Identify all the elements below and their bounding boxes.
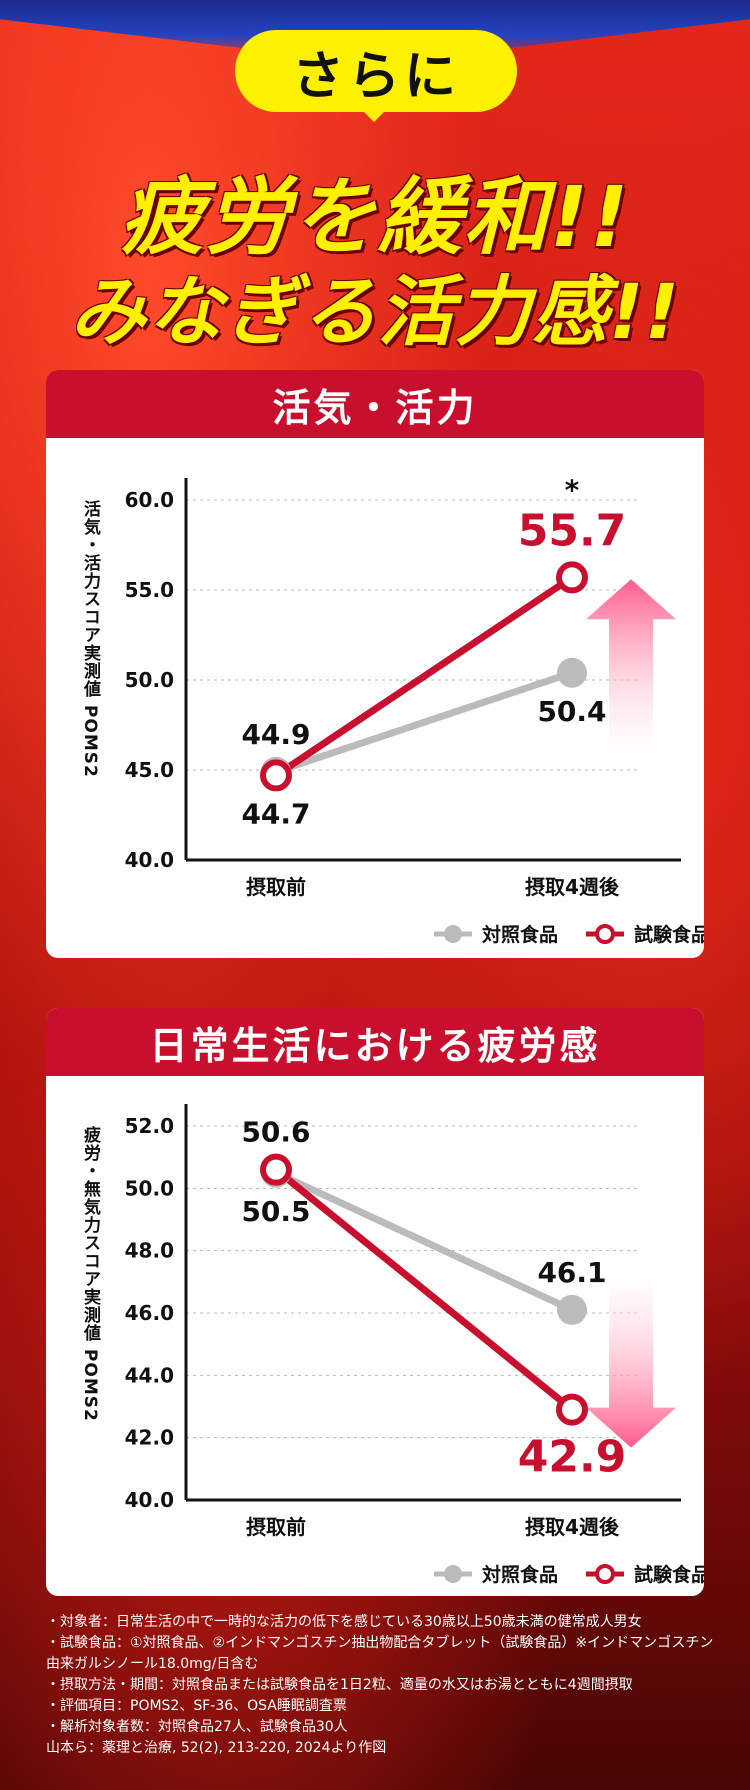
x-tick-label: 摂取前 [246, 1515, 306, 1539]
x-tick-label: 摂取4週後 [525, 1515, 620, 1539]
data-point-control [557, 657, 587, 688]
note-line: ・評価項目：POMS2、SF-36、OSA睡眠調査票 [46, 1698, 347, 1714]
note-line: ・対象者：日常生活の中で一時的な活力の低下を感じている30歳以上50歳未満の健常… [46, 1614, 642, 1630]
data-label-test: 55.7 [518, 505, 627, 556]
legend-label-test: 試験食品 [634, 1563, 704, 1586]
chart-vigor: 60.0 55.0 50.0 45.0 40.0 活気・活力スコア実測値 POMS2 摂取前… [80, 473, 704, 946]
y-axis-label: 疲労・無気力スコア実測値 POMS2 [80, 1125, 102, 1422]
data-label-control: 46.1 [537, 1256, 606, 1289]
x-tick-label: 摂取前 [246, 875, 306, 899]
y-tick-label: 40.0 [125, 1488, 174, 1512]
legend-marker-test [595, 1564, 615, 1584]
y-tick-label: 42.0 [125, 1426, 174, 1450]
significance-mark: * [565, 473, 580, 506]
intro-bubble: さらに [235, 30, 517, 112]
legend-label-control: 対照食品 [481, 1563, 558, 1586]
x-tick-label: 摂取4週後 [525, 875, 620, 899]
legend-label-test: 試験食品 [634, 923, 704, 946]
note-line: ・解析対象者数：対照食品27人、試験食品30人 [46, 1719, 348, 1735]
y-tick-label: 45.0 [125, 758, 174, 782]
data-label-control: 50.5 [241, 1195, 310, 1228]
data-label-test: 50.6 [241, 1116, 310, 1149]
note-line: 山本ら：薬理と治療, 52(2), 213-220, 2024より作図 [46, 1740, 387, 1756]
note-line: ・試験食品：①対照食品、②インドマンゴスチン抽出物配合タブレット（試験食品）※イ… [46, 1635, 714, 1651]
series-line-test [272, 573, 576, 779]
chart-fatigue: 52.0 50.0 48.0 46.0 44.0 42.0 40.0 疲労・無気力スコア実測値… [80, 1104, 704, 1586]
data-label-test: 42.9 [518, 1432, 627, 1483]
y-axis-label: 活気・活力スコア実測値 POMS2 [80, 499, 102, 778]
data-point-test [260, 759, 292, 792]
y-tick-label: 48.0 [125, 1239, 174, 1263]
y-tick-label: 44.0 [125, 1363, 174, 1387]
up-arrow [586, 579, 676, 760]
note-line: ・摂取方法・期間：対照食品または試験食品を1日2粒、適量の水又はお湯とともに4週… [46, 1677, 633, 1693]
data-point-control [557, 1294, 587, 1325]
bubble-tail [360, 108, 388, 122]
series-line-test [272, 1166, 576, 1414]
y-tick-label: 46.0 [125, 1301, 174, 1325]
y-tick-label: 40.0 [125, 848, 174, 872]
series-line-control [272, 669, 576, 776]
data-point-test [556, 561, 588, 594]
y-tick-label: 52.0 [125, 1114, 174, 1138]
chart-title: 活気・活力 [46, 370, 704, 438]
data-label-control: 50.4 [537, 695, 606, 728]
chart-card-vigor: 活気・活力 60.0 55.0 50.0 45.0 40.0 活気・活力スコア実測値 PO… [46, 370, 704, 958]
chart-title: 日常生活における疲労感 [46, 1008, 704, 1076]
data-point-test [260, 1153, 292, 1186]
y-tick-label: 50.0 [125, 668, 174, 692]
y-tick-label: 50.0 [125, 1176, 174, 1200]
legend-marker-test [595, 924, 615, 944]
data-label-control: 44.9 [241, 718, 310, 751]
note-line: 由来ガルシノール18.0mg/日含む [46, 1656, 259, 1672]
legend-marker-control [444, 925, 462, 943]
headline-vitality: みなぎる活力感!! [69, 267, 681, 356]
series-line-control [272, 1169, 576, 1314]
study-notes: ・対象者：日常生活の中で一時的な活力の低下を感じている30歳以上50歳未満の健常… [46, 1612, 716, 1759]
chart-card-fatigue: 日常生活における疲労感 52.0 50.0 48.0 46.0 44.0 42.0 40.0… [46, 1008, 704, 1596]
legend-marker-control [444, 1565, 462, 1583]
data-label-test: 44.7 [241, 797, 310, 830]
y-tick-label: 55.0 [125, 578, 174, 602]
y-tick-label: 60.0 [125, 488, 174, 512]
down-arrow [586, 1268, 676, 1448]
data-point-test [556, 1393, 588, 1426]
headline-fatigue: 疲労を緩和!! [119, 168, 631, 266]
legend-label-control: 対照食品 [481, 923, 558, 946]
